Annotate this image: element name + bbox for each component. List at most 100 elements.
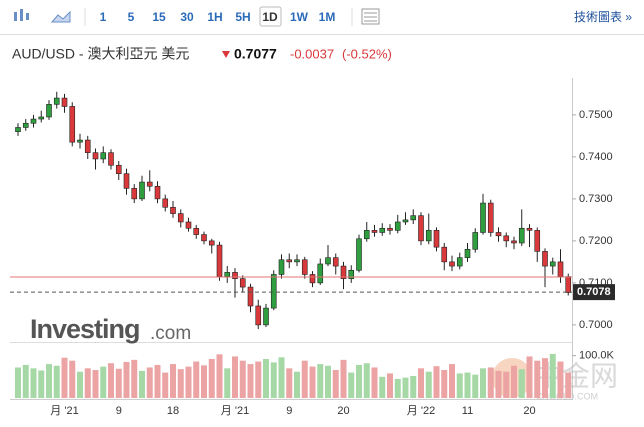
candle-body	[557, 261, 564, 277]
volume-bar	[472, 374, 479, 398]
x-tick-label: 20	[523, 405, 535, 417]
candle-body	[146, 181, 153, 187]
x-tick-label: 18	[167, 405, 179, 417]
candle-body	[224, 272, 231, 277]
candle-body	[511, 240, 517, 244]
volume-bar	[255, 361, 262, 398]
candle-body	[402, 219, 409, 223]
volume-bar	[449, 364, 455, 398]
volume-bar	[162, 372, 169, 398]
volume-bar	[511, 365, 517, 398]
interval-button[interactable]: 5	[128, 10, 135, 24]
volume-bar	[402, 377, 409, 398]
volume-bar	[193, 361, 200, 398]
candle-body	[131, 188, 138, 200]
volume-bar	[301, 360, 308, 398]
volume-bar	[146, 367, 153, 398]
change: -0.0037	[290, 46, 334, 61]
volume-bar	[278, 357, 285, 398]
volume-bar	[480, 368, 486, 398]
candle-body	[278, 259, 285, 275]
volume-bar	[549, 353, 556, 398]
watermark-name: 中金网	[534, 360, 618, 391]
volume-bar	[61, 357, 68, 398]
volume-bar	[208, 358, 215, 398]
last-price-label: 0.7078	[577, 286, 611, 298]
candle-body	[526, 227, 533, 231]
last-price-box	[573, 284, 615, 301]
volume-bar	[30, 368, 37, 398]
volume-bar	[38, 370, 45, 398]
volume-bar	[325, 365, 331, 398]
down-arrow	[222, 51, 230, 58]
volume-bar	[185, 366, 192, 398]
volume-bar	[263, 358, 269, 398]
candle-body	[162, 198, 169, 208]
candle-body	[317, 263, 324, 284]
candle-body	[286, 259, 293, 263]
candle-body	[410, 215, 417, 221]
candle-body	[301, 259, 308, 275]
interval-button[interactable]: 1	[100, 10, 107, 24]
interval-button[interactable]: 1W	[290, 10, 309, 24]
volume-bar	[123, 361, 130, 398]
volume-bar	[53, 365, 60, 398]
volume-bar	[464, 372, 471, 398]
x-tick-label: 月 '22	[407, 405, 435, 417]
volume-bar	[410, 375, 417, 398]
candle-body	[185, 221, 192, 229]
y-tick-label: 0.7000	[579, 319, 613, 331]
candle-icon[interactable]	[14, 9, 29, 21]
candle-body	[30, 118, 37, 124]
volume-bar	[542, 358, 548, 398]
interval-button[interactable]: 30	[180, 10, 194, 24]
candle-body	[46, 104, 52, 118]
interval-button[interactable]: 1H	[207, 10, 222, 24]
volume-bar	[77, 371, 83, 398]
candle-body	[387, 227, 393, 231]
volume-bar	[332, 370, 339, 398]
interval-button[interactable]: 15	[152, 10, 166, 24]
candle-body	[394, 221, 401, 231]
candle-body	[456, 257, 463, 267]
volume-bar	[294, 371, 300, 398]
candle-body	[325, 257, 331, 265]
volume-bar	[425, 371, 432, 398]
candle-body	[503, 235, 510, 242]
volume-bar	[170, 364, 176, 398]
interval-button[interactable]: 1M	[319, 10, 336, 24]
volume-bar	[418, 368, 424, 398]
x-tick-label: 9	[286, 405, 292, 417]
candle-body	[69, 106, 76, 143]
volume-bar	[286, 368, 293, 398]
candle-body	[84, 139, 91, 153]
table-icon[interactable]	[361, 8, 380, 25]
volume-bar	[270, 362, 277, 398]
volume-bar	[309, 366, 316, 398]
volume-bar	[247, 364, 254, 398]
candle-body	[487, 202, 494, 233]
y-tick-label: 0.7200	[579, 235, 613, 247]
x-tick-label: 月 '21	[50, 405, 78, 417]
candle-body	[61, 97, 68, 107]
candle-body	[348, 269, 355, 279]
volume-bar	[487, 367, 494, 398]
volume-bar	[387, 373, 393, 398]
volume-bar	[534, 360, 541, 398]
volume-bar	[340, 359, 347, 398]
logo-suffix: .com	[150, 323, 191, 344]
interval-button[interactable]: 1D	[262, 10, 278, 24]
interval-button[interactable]: 5H	[235, 10, 250, 24]
volume-bar	[22, 364, 29, 398]
x-tick-label: 月 '21	[221, 405, 249, 417]
candle-body	[201, 234, 207, 242]
candle-body	[100, 152, 107, 160]
toolbar	[0, 0, 644, 34]
area-icon[interactable]	[50, 10, 71, 23]
technical-chart-link[interactable]: 技術圖表 »	[574, 10, 632, 24]
volume-bar	[557, 361, 564, 398]
candle-body	[22, 122, 29, 128]
volume-bar	[518, 369, 525, 398]
